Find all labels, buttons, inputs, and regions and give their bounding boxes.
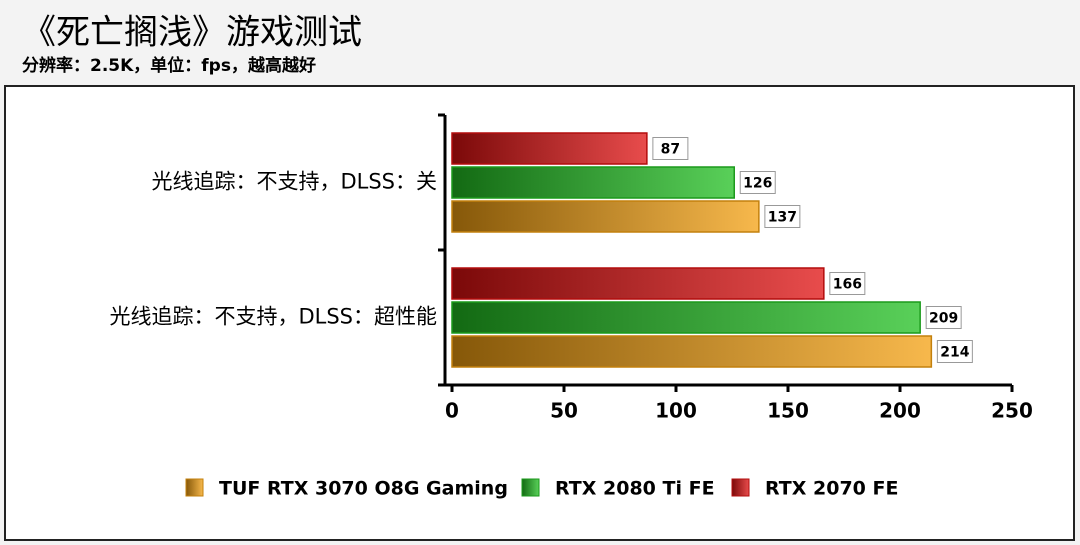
value-label: 137 [768,210,797,226]
value-label-box [739,171,776,194]
category-label: 光线追踪：不支持，DLSS：关 [151,170,437,194]
x-tick-label: 100 [655,399,697,423]
value-label-box [764,205,801,228]
chart-subtitle: 分辨率：2.5K，单位：fps，越高越好 [22,55,316,76]
bar [451,200,760,233]
value-label-box [936,340,973,363]
bar [451,132,648,165]
x-tick-label: 250 [991,399,1033,423]
x-tick-label: 0 [445,399,459,423]
value-label: 214 [940,345,969,361]
x-tick-label: 200 [879,399,921,423]
value-label-box [652,137,689,160]
value-label: 166 [833,277,862,293]
chart-title: 《死亡搁浅》游戏测试 [22,13,362,53]
value-label: 209 [929,311,958,327]
bar [451,335,933,368]
bar [451,166,735,199]
legend-label: RTX 2080 Ti FE [555,478,715,500]
value-label: 87 [661,142,680,158]
legend-label: RTX 2070 FE [765,478,898,500]
legend-swatch [731,478,750,497]
bar [451,267,825,300]
category-label: 光线追踪：不支持，DLSS：超性能 [109,305,437,329]
x-tick-label: 50 [550,399,578,423]
value-label-box [925,306,962,329]
legend-label: TUF RTX 3070 O8G Gaming [219,478,508,500]
bar [451,301,921,334]
legend-swatch [521,478,540,497]
value-label: 126 [743,176,772,192]
x-tick-label: 150 [767,399,809,423]
value-label-box [829,272,866,295]
legend-swatch [185,478,204,497]
